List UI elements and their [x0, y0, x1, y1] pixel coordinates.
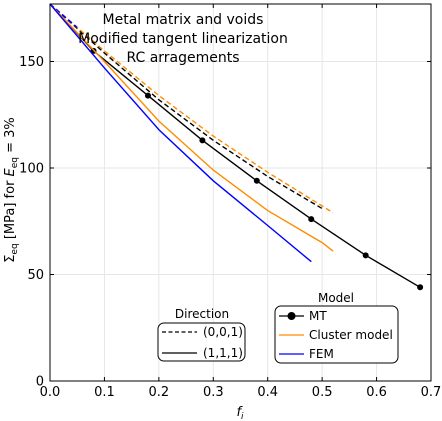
- y-tick-label: 50: [27, 268, 44, 283]
- legend-model-label-cluster: Cluster model: [309, 328, 393, 342]
- x-tick-label: 0.5: [312, 385, 333, 400]
- ticks: 0.0 0.1 0.2 0.3 0.4 0.5 0.6 0.7 0 50 100 150: [19, 4, 441, 400]
- series-mt-1-1-1-point: [199, 137, 206, 144]
- x-tick-label: 0.0: [40, 385, 61, 400]
- series-cluster-model-1-1-1: [49, 3, 334, 252]
- legend-direction: Direction (0,0,1) (1,1,1): [157, 307, 246, 362]
- x-tick-label: 0.6: [366, 385, 387, 400]
- legend-direction-label-111: (1,1,1): [203, 346, 243, 360]
- series-fem-0-0-1: [49, 3, 78, 28]
- plot-frame: [49, 3, 432, 382]
- legend-model-box: [274, 305, 399, 364]
- legend-model-label-fem: FEM: [309, 347, 334, 361]
- x-tick-label: 0.3: [203, 385, 224, 400]
- x-tick-label: 0.7: [421, 385, 442, 400]
- annotation-line-3: RC arragements: [126, 50, 239, 66]
- y-axis-title: Σeq [MPa] for Eeq = 3%: [3, 117, 20, 263]
- legend-model: Model MT Cluster model FEM: [274, 291, 399, 364]
- x-axis-title: fi: [236, 405, 244, 421]
- series-mt-0-0-1: [49, 3, 323, 210]
- annotation-line-2: Modified tangent linearization: [78, 31, 288, 47]
- series-mt-1-1-1: [49, 3, 421, 288]
- series-layer: [49, 3, 424, 291]
- series-mt-1-1-1-point: [362, 252, 369, 259]
- series-fem-1-1-1: [49, 3, 312, 263]
- annotation-line-1: Metal matrix and voids: [103, 12, 264, 28]
- series-mt-1-1-1-point: [308, 216, 315, 223]
- annotations: Metal matrix and voids Modified tangent …: [78, 12, 288, 66]
- legend-model-title: Model: [318, 291, 354, 305]
- x-tick-label: 0.4: [257, 385, 278, 400]
- y-tick-label: 100: [19, 162, 44, 177]
- series-mt-1-1-1-point: [144, 92, 151, 99]
- series-cluster-model-0-0-1: [49, 3, 334, 214]
- series-mt-1-1-1-point: [253, 177, 260, 184]
- legend-direction-label-001: (0,0,1): [203, 325, 243, 339]
- x-tick-label: 0.1: [94, 385, 115, 400]
- series-mt-1-1-1-point: [417, 284, 424, 291]
- y-tick-label: 150: [19, 55, 44, 70]
- legend-model-label-mt: MT: [309, 309, 327, 323]
- legend-direction-box: [157, 322, 246, 362]
- x-tick-label: 0.2: [149, 385, 170, 400]
- y-tick-label: 0: [36, 375, 44, 390]
- legend-direction-title: Direction: [175, 307, 229, 321]
- legend-model-marker-mt: [287, 312, 296, 320]
